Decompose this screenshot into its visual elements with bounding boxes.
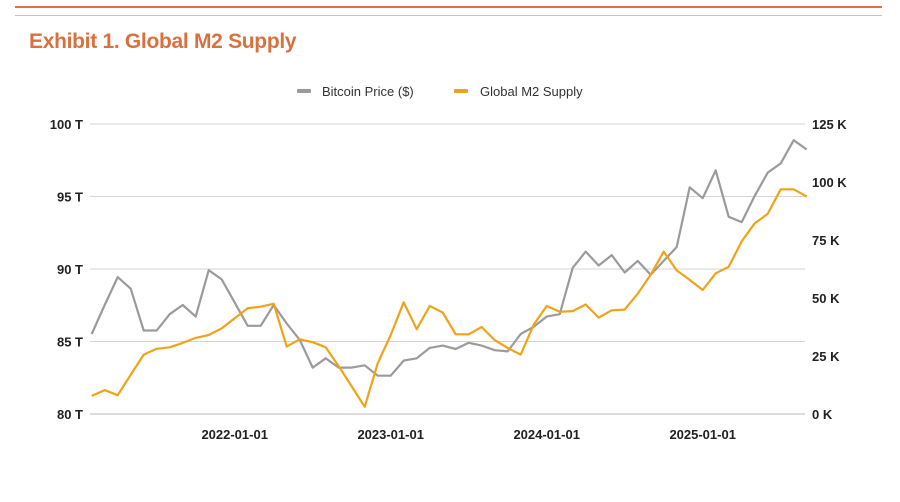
legend-label-m2: Global M2 Supply xyxy=(480,84,583,99)
exhibit-title: Exhibit 1. Global M2 Supply xyxy=(29,30,297,53)
top-rule-gray xyxy=(15,15,882,16)
right-tick-label: 75 K xyxy=(812,233,840,248)
left-tick-label: 80 T xyxy=(57,407,83,422)
right-tick-label: 100 K xyxy=(812,175,847,190)
right-tick-label: 0 K xyxy=(812,407,833,422)
left-tick-label: 90 T xyxy=(57,262,83,277)
bitcoin-price-line xyxy=(90,139,808,377)
top-rule-orange xyxy=(15,6,882,8)
global-m2-line xyxy=(91,188,808,408)
legend-label-bitcoin: Bitcoin Price ($) xyxy=(322,84,414,99)
x-tick-label: 2025-01-01 xyxy=(669,427,736,442)
right-tick-label: 25 K xyxy=(812,349,840,364)
left-tick-label: 85 T xyxy=(57,335,83,350)
x-tick-label: 2024-01-01 xyxy=(513,427,580,442)
x-tick-label: 2022-01-01 xyxy=(201,427,268,442)
left-tick-label: 95 T xyxy=(57,190,83,205)
left-tick-label: 100 T xyxy=(50,117,83,132)
right-tick-label: 50 K xyxy=(812,291,840,306)
legend-swatch-bitcoin xyxy=(297,89,311,93)
x-tick-label: 2023-01-01 xyxy=(357,427,424,442)
right-tick-label: 125 K xyxy=(812,117,847,132)
legend-swatch-m2 xyxy=(454,89,468,93)
